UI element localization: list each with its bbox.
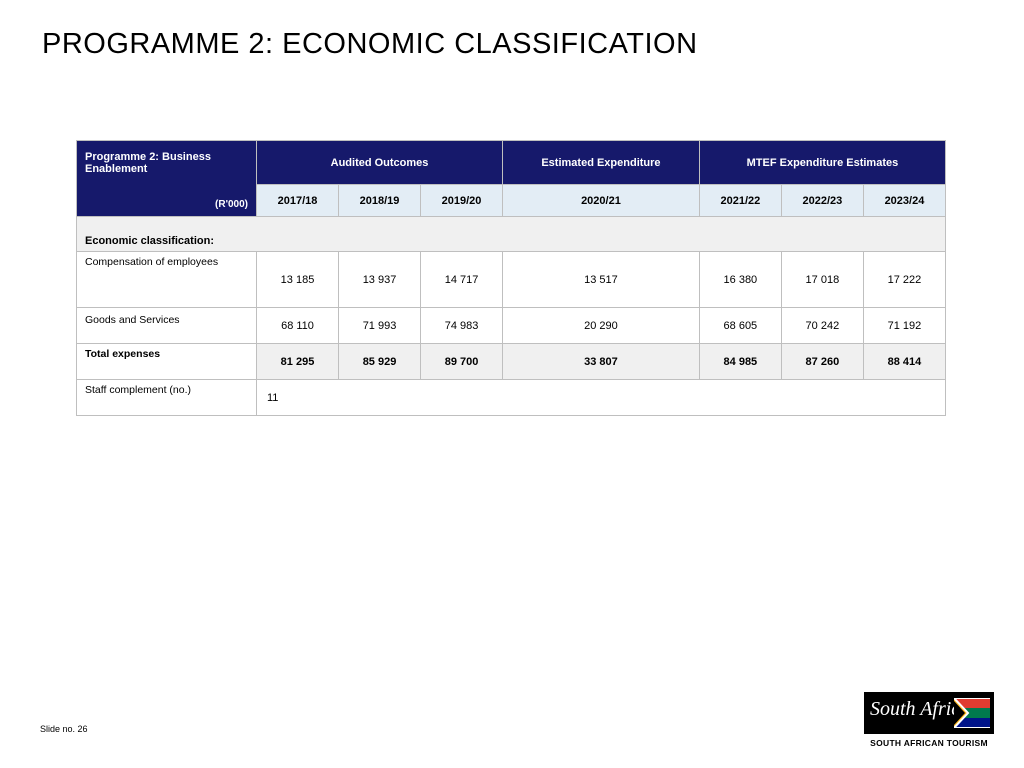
cell: 20 290	[503, 308, 700, 344]
section-label: Economic classification:	[77, 217, 946, 252]
header-estimated: Estimated Expenditure	[503, 141, 700, 185]
cell: 87 260	[781, 344, 863, 380]
row-total-label: Total expenses	[77, 344, 257, 380]
header-programme-l2: Enablement	[85, 163, 147, 175]
header-programme-l1: Programme 2: Business	[85, 151, 211, 163]
header-mtef: MTEF Expenditure Estimates	[699, 141, 945, 185]
cell: 33 807	[503, 344, 700, 380]
year-5: 2022/23	[781, 185, 863, 217]
row-staff-label: Staff complement (no.)	[77, 380, 257, 416]
cell: 89 700	[421, 344, 503, 380]
sa-flag-icon	[954, 698, 990, 728]
row-compensation-label: Compensation of employees	[77, 252, 257, 308]
header-audited: Audited Outcomes	[257, 141, 503, 185]
year-2: 2019/20	[421, 185, 503, 217]
cell: 88 414	[863, 344, 945, 380]
cell: 16 380	[699, 252, 781, 308]
header-unit: (R'000)	[85, 199, 248, 210]
cell: 70 242	[781, 308, 863, 344]
economic-table: Programme 2: Business Enablement (R'000)…	[76, 140, 946, 416]
page-title: PROGRAMME 2: ECONOMIC CLASSIFICATION	[42, 28, 698, 61]
cell: 68 110	[257, 308, 339, 344]
cell: 85 929	[339, 344, 421, 380]
cell: 81 295	[257, 344, 339, 380]
cell: 13 517	[503, 252, 700, 308]
cell: 84 985	[699, 344, 781, 380]
header-programme: Programme 2: Business Enablement (R'000)	[77, 141, 257, 217]
logo-box: South Africa	[864, 692, 994, 734]
year-0: 2017/18	[257, 185, 339, 217]
cell: 74 983	[421, 308, 503, 344]
year-6: 2023/24	[863, 185, 945, 217]
year-1: 2018/19	[339, 185, 421, 217]
row-goods-label: Goods and Services	[77, 308, 257, 344]
cell: 71 993	[339, 308, 421, 344]
cell: 13 185	[257, 252, 339, 308]
cell: 13 937	[339, 252, 421, 308]
cell: 71 192	[863, 308, 945, 344]
year-3: 2020/21	[503, 185, 700, 217]
year-4: 2021/22	[699, 185, 781, 217]
logo-subtext: SOUTH AFRICAN TOURISM	[864, 738, 994, 748]
cell: 17 018	[781, 252, 863, 308]
cell: 14 717	[421, 252, 503, 308]
sa-tourism-logo: South Africa SOUTH AFRICAN TOURISM	[864, 692, 994, 750]
cell: 68 605	[699, 308, 781, 344]
slide-number: Slide no. 26	[40, 724, 88, 734]
cell: 17 222	[863, 252, 945, 308]
row-staff-val: 11	[257, 380, 946, 416]
